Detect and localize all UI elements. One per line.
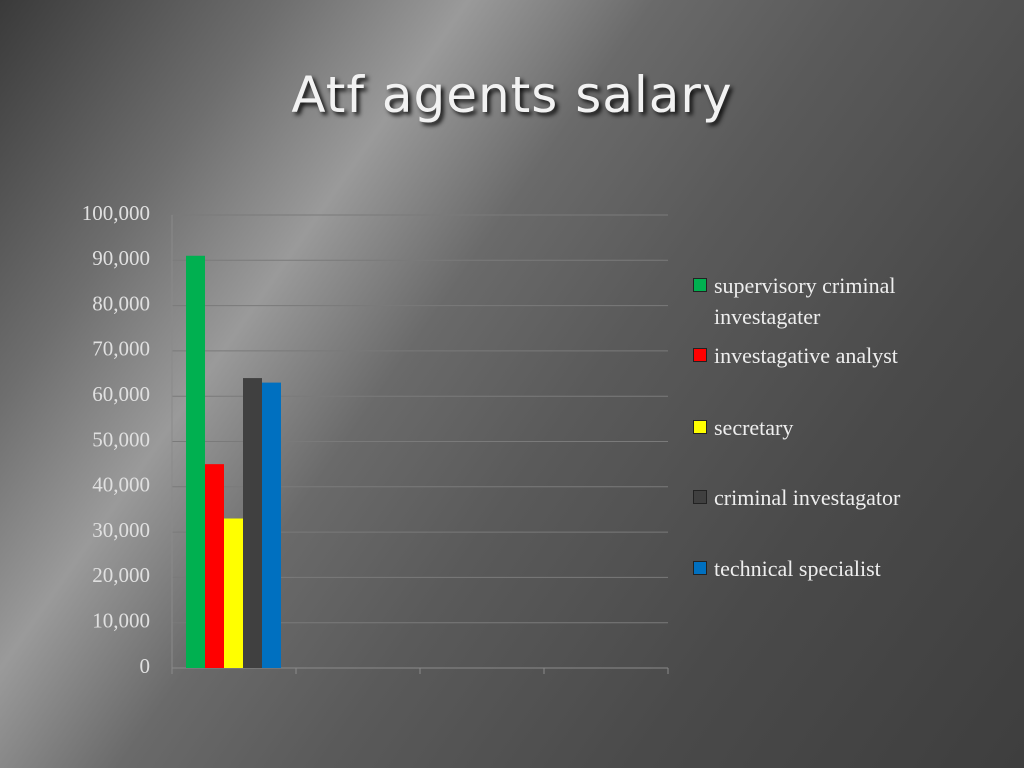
y-tick-label: 90,000 — [92, 246, 150, 270]
chart-title: Atf agents salary — [291, 66, 733, 124]
y-tick-label: 70,000 — [92, 337, 150, 361]
legend-entry: supervisory criminal investagater — [693, 270, 973, 332]
bar — [224, 518, 243, 668]
y-tick-label: 0 — [140, 654, 151, 678]
y-tick-label: 60,000 — [92, 382, 150, 406]
y-tick-label: 50,000 — [92, 427, 150, 451]
legend-label: technical specialist — [714, 556, 881, 581]
legend-label: investagative analyst — [714, 343, 898, 368]
legend-entry: secretary — [693, 412, 973, 443]
bar — [186, 255, 205, 668]
legend-label: secretary — [714, 415, 794, 440]
y-tick-label: 20,000 — [92, 563, 150, 587]
legend-label: supervisory criminal investagater — [714, 273, 896, 329]
y-tick-label: 40,000 — [92, 473, 150, 497]
bar — [262, 382, 281, 668]
legend-entry: investagative analyst — [693, 340, 973, 371]
legend-swatch — [693, 420, 707, 434]
y-tick-label: 100,000 — [82, 201, 150, 225]
y-tick-label: 30,000 — [92, 518, 150, 542]
legend-entry: criminal investagator — [693, 482, 973, 513]
legend-label: criminal investagator — [714, 485, 901, 510]
legend-swatch — [693, 490, 707, 504]
legend-entry: technical specialist — [693, 553, 973, 584]
y-tick-label: 80,000 — [92, 291, 150, 315]
legend-swatch — [693, 348, 707, 362]
legend-swatch — [693, 278, 707, 292]
bar — [205, 464, 224, 668]
bar — [243, 378, 262, 668]
y-tick-label: 10,000 — [92, 609, 150, 633]
legend-swatch — [693, 561, 707, 575]
